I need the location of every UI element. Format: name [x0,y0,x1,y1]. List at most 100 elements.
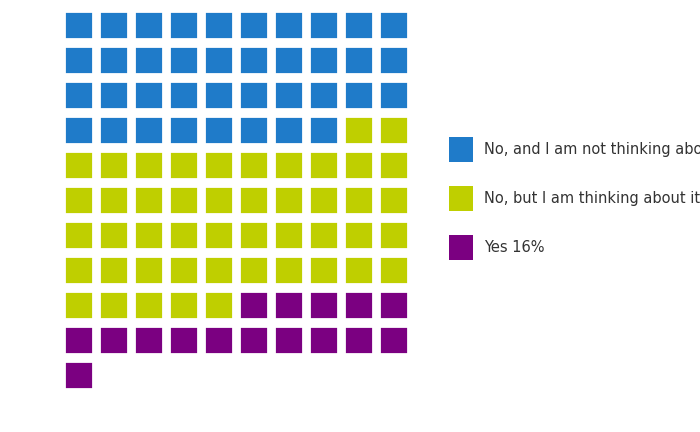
FancyBboxPatch shape [64,11,92,39]
FancyBboxPatch shape [169,151,197,179]
FancyBboxPatch shape [274,11,302,39]
FancyBboxPatch shape [344,256,372,284]
FancyBboxPatch shape [379,151,407,179]
FancyBboxPatch shape [204,326,232,354]
Text: No, but I am thinking about it 47%: No, but I am thinking about it 47% [484,191,700,206]
FancyBboxPatch shape [204,186,232,214]
FancyBboxPatch shape [99,256,127,284]
FancyBboxPatch shape [344,81,372,109]
FancyBboxPatch shape [379,291,407,319]
FancyBboxPatch shape [309,221,337,249]
FancyBboxPatch shape [64,360,92,389]
FancyBboxPatch shape [274,256,302,284]
FancyBboxPatch shape [169,256,197,284]
FancyBboxPatch shape [64,326,92,354]
FancyBboxPatch shape [344,116,372,144]
FancyBboxPatch shape [309,256,337,284]
FancyBboxPatch shape [309,46,337,74]
FancyBboxPatch shape [134,151,162,179]
FancyBboxPatch shape [99,11,127,39]
FancyBboxPatch shape [239,151,267,179]
FancyBboxPatch shape [204,221,232,249]
FancyBboxPatch shape [449,235,473,260]
FancyBboxPatch shape [344,291,372,319]
FancyBboxPatch shape [379,256,407,284]
FancyBboxPatch shape [239,256,267,284]
FancyBboxPatch shape [344,221,372,249]
FancyBboxPatch shape [274,291,302,319]
FancyBboxPatch shape [239,46,267,74]
FancyBboxPatch shape [274,326,302,354]
FancyBboxPatch shape [204,46,232,74]
FancyBboxPatch shape [204,291,232,319]
FancyBboxPatch shape [449,137,473,162]
FancyBboxPatch shape [204,151,232,179]
FancyBboxPatch shape [64,46,92,74]
FancyBboxPatch shape [169,186,197,214]
FancyBboxPatch shape [64,291,92,319]
FancyBboxPatch shape [309,151,337,179]
FancyBboxPatch shape [134,46,162,74]
FancyBboxPatch shape [239,11,267,39]
FancyBboxPatch shape [134,221,162,249]
FancyBboxPatch shape [99,46,127,74]
FancyBboxPatch shape [64,256,92,284]
FancyBboxPatch shape [379,326,407,354]
FancyBboxPatch shape [64,81,92,109]
FancyBboxPatch shape [169,291,197,319]
FancyBboxPatch shape [274,46,302,74]
FancyBboxPatch shape [204,116,232,144]
FancyBboxPatch shape [64,221,92,249]
FancyBboxPatch shape [309,186,337,214]
FancyBboxPatch shape [134,11,162,39]
FancyBboxPatch shape [64,116,92,144]
FancyBboxPatch shape [64,151,92,179]
FancyBboxPatch shape [99,116,127,144]
FancyBboxPatch shape [309,81,337,109]
Text: No, and I am not thinking about it 38%: No, and I am not thinking about it 38% [484,142,700,157]
FancyBboxPatch shape [379,81,407,109]
FancyBboxPatch shape [239,326,267,354]
FancyBboxPatch shape [344,151,372,179]
FancyBboxPatch shape [134,291,162,319]
FancyBboxPatch shape [169,46,197,74]
FancyBboxPatch shape [309,11,337,39]
FancyBboxPatch shape [239,221,267,249]
FancyBboxPatch shape [239,81,267,109]
FancyBboxPatch shape [274,116,302,144]
FancyBboxPatch shape [274,221,302,249]
FancyBboxPatch shape [134,186,162,214]
FancyBboxPatch shape [379,116,407,144]
FancyBboxPatch shape [344,46,372,74]
FancyBboxPatch shape [99,221,127,249]
FancyBboxPatch shape [204,256,232,284]
Text: Yes 16%: Yes 16% [484,240,545,255]
FancyBboxPatch shape [239,116,267,144]
FancyBboxPatch shape [134,81,162,109]
FancyBboxPatch shape [274,186,302,214]
FancyBboxPatch shape [99,291,127,319]
FancyBboxPatch shape [239,186,267,214]
FancyBboxPatch shape [379,221,407,249]
FancyBboxPatch shape [134,116,162,144]
FancyBboxPatch shape [99,186,127,214]
FancyBboxPatch shape [274,151,302,179]
FancyBboxPatch shape [169,11,197,39]
FancyBboxPatch shape [344,186,372,214]
FancyBboxPatch shape [344,11,372,39]
FancyBboxPatch shape [169,326,197,354]
FancyBboxPatch shape [309,291,337,319]
FancyBboxPatch shape [344,326,372,354]
FancyBboxPatch shape [99,81,127,109]
FancyBboxPatch shape [239,291,267,319]
FancyBboxPatch shape [379,186,407,214]
FancyBboxPatch shape [64,186,92,214]
FancyBboxPatch shape [169,221,197,249]
FancyBboxPatch shape [309,116,337,144]
FancyBboxPatch shape [134,326,162,354]
FancyBboxPatch shape [99,326,127,354]
FancyBboxPatch shape [99,151,127,179]
FancyBboxPatch shape [449,186,473,211]
FancyBboxPatch shape [169,116,197,144]
FancyBboxPatch shape [379,46,407,74]
